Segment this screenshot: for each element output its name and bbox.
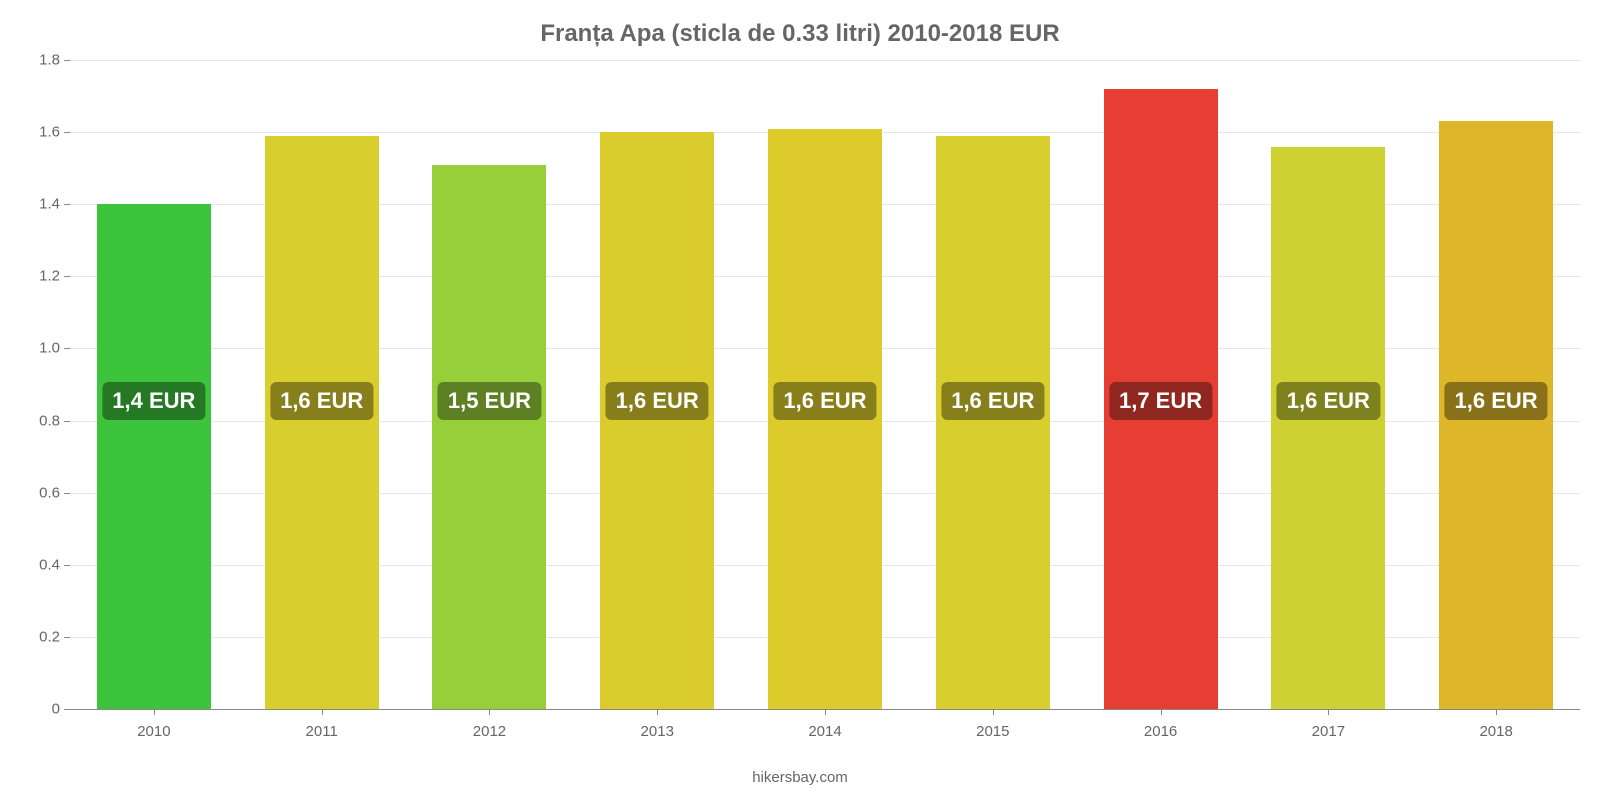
y-tick-label: 0.4 [39,556,60,573]
bar-slot: 1,6 EUR2018 [1412,60,1580,709]
bar: 1,6 EUR [1271,147,1385,709]
y-tick-label: 1.4 [39,196,60,213]
x-tick-mark [322,709,323,715]
x-tick-label: 2016 [1144,723,1177,740]
x-tick-mark [1328,709,1329,715]
y-tick-label: 1.0 [39,340,60,357]
bar: 1,6 EUR [768,129,882,709]
x-tick-label: 2010 [137,723,170,740]
bar-value-label: 1,6 EUR [773,382,876,420]
x-tick-label: 2011 [306,723,338,740]
x-tick-mark [993,709,994,715]
bar-value-label: 1,5 EUR [438,382,541,420]
bar-slot: 1,6 EUR2017 [1244,60,1412,709]
x-tick-mark [1496,709,1497,715]
bar: 1,6 EUR [600,132,714,709]
plot-area: 00.20.40.60.81.01.21.41.61.8 1,4 EUR2010… [70,60,1600,740]
bar-slot: 1,6 EUR2014 [741,60,909,709]
bar-slot: 1,6 EUR2013 [573,60,741,709]
attribution-text: hikersbay.com [0,769,1600,786]
x-tick-mark [657,709,658,715]
bar-value-label: 1,6 EUR [1445,382,1548,420]
bar: 1,6 EUR [265,136,379,709]
y-tick-label: 1.8 [39,52,60,69]
y-tick-mark [64,709,70,710]
chart-container: Franța Apa (sticla de 0.33 litri) 2010-2… [0,0,1600,800]
bar-value-label: 1,6 EUR [1277,382,1380,420]
x-tick-label: 2015 [976,723,1009,740]
x-tick-mark [1161,709,1162,715]
y-tick-label: 1.2 [39,268,60,285]
bar-value-label: 1,6 EUR [606,382,709,420]
bar: 1,6 EUR [936,136,1050,709]
bar-slot: 1,6 EUR2015 [909,60,1077,709]
y-tick-label: 0.2 [39,628,60,645]
x-tick-mark [489,709,490,715]
chart-title: Franța Apa (sticla de 0.33 litri) 2010-2… [30,20,1570,48]
bar-value-label: 1,7 EUR [1109,382,1212,420]
y-tick-label: 0.6 [39,484,60,501]
bar: 1,4 EUR [97,204,211,709]
plot-inner: 00.20.40.60.81.01.21.41.61.8 1,4 EUR2010… [70,60,1580,710]
bar-slot: 1,6 EUR2011 [238,60,406,709]
bar-slot: 1,7 EUR2016 [1077,60,1245,709]
x-tick-label: 2018 [1479,723,1512,740]
x-tick-label: 2013 [641,723,674,740]
y-tick-label: 0 [52,701,60,718]
y-tick-label: 0.8 [39,412,60,429]
bar: 1,7 EUR [1104,89,1218,709]
x-tick-mark [154,709,155,715]
x-tick-label: 2017 [1312,723,1345,740]
x-tick-mark [825,709,826,715]
bar: 1,6 EUR [1439,121,1553,709]
bars-group: 1,4 EUR20101,6 EUR20111,5 EUR20121,6 EUR… [70,60,1580,709]
bar-value-label: 1,4 EUR [102,382,205,420]
bar-slot: 1,5 EUR2012 [406,60,574,709]
y-tick-label: 1.6 [39,124,60,141]
x-tick-label: 2012 [473,723,506,740]
x-tick-label: 2014 [808,723,841,740]
bar-value-label: 1,6 EUR [941,382,1044,420]
bar: 1,5 EUR [432,165,546,709]
bar-value-label: 1,6 EUR [270,382,373,420]
bar-slot: 1,4 EUR2010 [70,60,238,709]
